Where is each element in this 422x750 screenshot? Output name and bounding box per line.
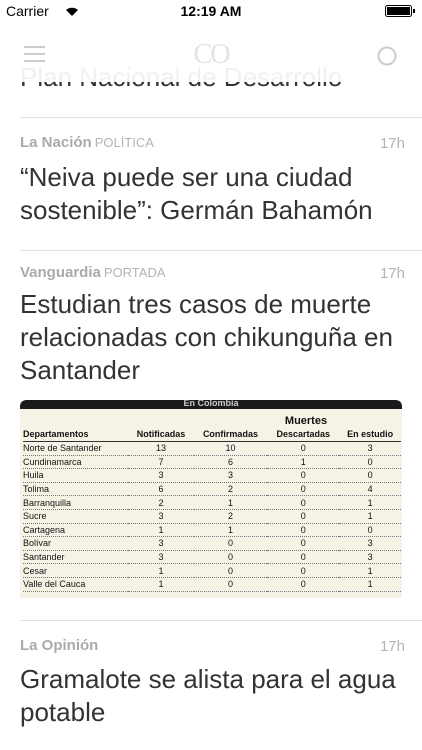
article-image[interactable]: En Colombia Muertes Departamentos Notific… <box>20 400 402 598</box>
column-header: Descartadas <box>267 428 340 442</box>
source: Vanguardia PORTADA <box>20 264 166 281</box>
table-cell: Cartagena <box>23 523 129 538</box>
separator <box>20 117 422 118</box>
table-cell: 3 <box>128 550 194 565</box>
table-cell: 6 <box>193 455 268 470</box>
table-cell: 1 <box>128 523 194 538</box>
table-cell: 0 <box>193 550 268 565</box>
table-cell: 0 <box>267 509 340 524</box>
table-cell: 0 <box>267 536 340 551</box>
table-cell: 3 <box>128 468 194 483</box>
article-title[interactable]: Gramalote se alista para el agua potable <box>20 664 396 727</box>
carrier: Carrier <box>6 3 49 19</box>
refresh-button[interactable] <box>376 45 398 67</box>
table-row: Barranquilla 2 1 0 1 <box>23 495 401 510</box>
table-cell: 10 <box>193 441 268 456</box>
table-cell: 3 <box>339 536 401 551</box>
table-cell: 2 <box>193 482 268 497</box>
table-cell: 0 <box>267 495 340 510</box>
battery-icon <box>385 5 415 17</box>
table-cell: Santander <box>23 550 129 565</box>
table-cell: 2 <box>193 509 268 524</box>
time: 17h <box>379 265 405 282</box>
table-cell: Sucre <box>23 509 129 524</box>
table-row: Cesar 1 0 0 1 <box>23 563 401 578</box>
table-cell: 0 <box>267 523 340 538</box>
table-row: Cartagena 1 1 0 0 <box>23 523 401 538</box>
source: La Nación POLÍTICA <box>20 134 154 151</box>
table-row: Valle del Cauca 1 0 0 1 <box>23 577 401 592</box>
table-cell: 0 <box>339 523 401 538</box>
separator <box>20 250 422 251</box>
logo: CO <box>193 39 231 70</box>
column-header: En estudio <box>339 428 401 442</box>
table-cell: Cundinamarca <box>23 455 129 470</box>
column-header: Notificadas <box>128 428 194 442</box>
column-header: Confirmadas <box>193 428 268 442</box>
table-cell: 1 <box>267 455 340 470</box>
table-cell: 0 <box>193 577 268 592</box>
table-cell: 1 <box>339 563 401 578</box>
table-row: Bolívar 3 0 0 3 <box>23 536 401 551</box>
table-cell: Tolima <box>23 482 129 497</box>
table-cell: 0 <box>267 482 340 497</box>
table-cell: 1 <box>128 563 194 578</box>
section: PORTADA <box>103 265 166 280</box>
table-cell: 1 <box>193 495 268 510</box>
table-cell: 4 <box>339 482 401 497</box>
table-cell: 3 <box>128 509 194 524</box>
article-title[interactable]: “Neiva puede ser una ciudad sostenible”:… <box>20 162 373 225</box>
table-cell: 0 <box>267 468 340 483</box>
wifi-icon <box>66 7 78 16</box>
status-bar: Carrier 12:19 AM <box>0 0 422 20</box>
table-row: Cundinamarca 7 6 1 0 <box>23 455 401 470</box>
deaths-table: Departamentos Notificadas Confirmadas Desca… <box>23 428 401 592</box>
table-cell: 1 <box>339 495 401 510</box>
table-row: Santander 3 0 0 3 <box>23 550 401 565</box>
table-row: Norte de Santander 13 10 0 3 <box>23 441 401 456</box>
section: POLÍTICA <box>94 135 154 150</box>
table-cell: Cesar <box>23 563 129 578</box>
table-cell: 0 <box>339 455 401 470</box>
table-cell: 0 <box>193 563 268 578</box>
table-cell: Huila <box>23 468 129 483</box>
table-cell: 1 <box>193 523 268 538</box>
table-row: Huila 3 3 0 0 <box>23 468 401 483</box>
table-row: Tolima 6 2 0 4 <box>23 482 401 497</box>
table-cell: Bolívar <box>23 536 129 551</box>
separator <box>20 620 422 621</box>
table-cell: 0 <box>267 550 340 565</box>
table-cell: 0 <box>267 577 340 592</box>
table-cell: 6 <box>128 482 194 497</box>
table-cell: 1 <box>339 577 401 592</box>
nav-bar: CO <box>0 20 422 82</box>
table-cell: 1 <box>128 577 194 592</box>
table-cell: Barranquilla <box>23 495 129 510</box>
time: 17h <box>379 638 405 655</box>
article-title[interactable]: Estudian tres casos de muerte relacionad… <box>20 289 393 385</box>
table-cell: 3 <box>339 550 401 565</box>
table-cell: 3 <box>193 468 268 483</box>
column-header: Departamentos <box>23 428 129 442</box>
table-cell: 2 <box>128 495 194 510</box>
menu-button[interactable] <box>24 46 45 63</box>
source: La Opinión <box>20 637 99 654</box>
table-cell: 3 <box>339 441 401 456</box>
table-cell: 3 <box>128 536 194 551</box>
table-cell: 0 <box>267 441 340 456</box>
table-cell: Norte de Santander <box>23 441 129 456</box>
clock: 12:19 AM <box>180 3 242 19</box>
group-header: Muertes <box>284 415 328 427</box>
table-cell: 0 <box>339 468 401 483</box>
table-cell: 0 <box>193 536 268 551</box>
table-cell: 13 <box>128 441 194 456</box>
table-cell: Valle del Cauca <box>23 577 129 592</box>
image-caption: En Colombia <box>20 400 402 409</box>
table-cell: 0 <box>267 563 340 578</box>
time: 17h <box>379 135 405 152</box>
table-row: Sucre 3 2 0 1 <box>23 509 401 524</box>
table-cell: 7 <box>128 455 194 470</box>
table-cell: 1 <box>339 509 401 524</box>
